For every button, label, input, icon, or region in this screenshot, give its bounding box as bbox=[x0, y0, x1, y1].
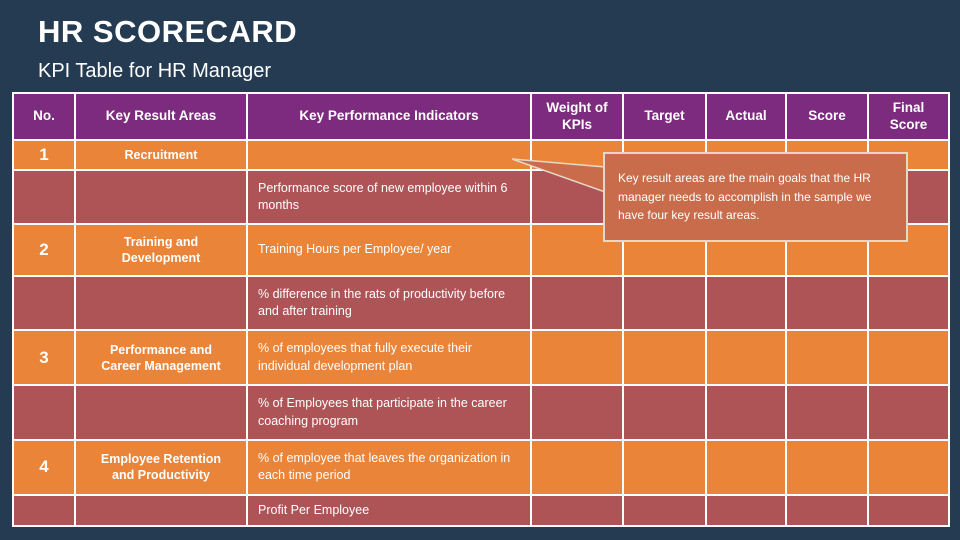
cell-kpi: % difference in the rats of productivity… bbox=[246, 274, 532, 332]
table-row: % difference in the rats of productivity… bbox=[12, 274, 950, 332]
cell-no bbox=[12, 168, 76, 226]
cell-score bbox=[785, 329, 869, 387]
cell-actual bbox=[705, 329, 787, 387]
col-header-score: Score bbox=[785, 92, 869, 141]
cell-no: 1 bbox=[12, 139, 76, 171]
cell-kpi: % of employees that fully execute their … bbox=[246, 329, 532, 387]
cell-actual bbox=[705, 384, 787, 441]
callout-box: Key result areas are the main goals that… bbox=[603, 152, 908, 242]
cell-score bbox=[785, 493, 869, 528]
col-header-weight-of-kpis: Weight of KPIs bbox=[530, 92, 624, 141]
cell-key-result-area bbox=[74, 384, 248, 441]
cell-key-result-area: Recruitment bbox=[74, 139, 248, 171]
cell-final-score bbox=[867, 274, 950, 332]
cell-no bbox=[12, 493, 76, 528]
cell-no: 3 bbox=[12, 329, 76, 387]
table-header-row: No. Key Result Areas Key Performance Ind… bbox=[12, 92, 950, 141]
cell-weight bbox=[530, 493, 624, 528]
cell-no bbox=[12, 384, 76, 441]
table-row: 2 Training and Development Training Hour… bbox=[12, 223, 950, 277]
cell-final-score bbox=[867, 329, 950, 387]
cell-actual bbox=[705, 438, 787, 496]
cell-final-score bbox=[867, 438, 950, 496]
table-row: 3 Performance and Career Management % of… bbox=[12, 329, 950, 387]
cell-key-result-area bbox=[74, 493, 248, 528]
cell-actual bbox=[705, 274, 787, 332]
cell-score bbox=[785, 384, 869, 441]
cell-final-score bbox=[867, 223, 950, 277]
col-header-final-score: Final Score bbox=[867, 92, 950, 141]
page-title: HR SCORECARD bbox=[38, 14, 298, 49]
cell-kpi bbox=[246, 139, 532, 171]
col-header-actual: Actual bbox=[705, 92, 787, 141]
cell-actual bbox=[705, 493, 787, 528]
col-header-target: Target bbox=[622, 92, 707, 141]
cell-target bbox=[622, 384, 707, 441]
col-header-no: No. bbox=[12, 92, 76, 141]
cell-kpi: % of Employees that participate in the c… bbox=[246, 384, 532, 441]
callout-pointer-tail bbox=[511, 158, 606, 194]
cell-key-result-area bbox=[74, 168, 248, 226]
page-subtitle: KPI Table for HR Manager bbox=[38, 60, 272, 82]
cell-key-result-area: Performance and Career Management bbox=[74, 329, 248, 387]
cell-kpi: % of employee that leaves the organizati… bbox=[246, 438, 532, 496]
callout-text: Key result areas are the main goals that… bbox=[618, 171, 872, 223]
cell-final-score bbox=[867, 493, 950, 528]
cell-no bbox=[12, 274, 76, 332]
table-row: Profit Per Employee bbox=[12, 493, 950, 528]
cell-target bbox=[622, 274, 707, 332]
cell-weight bbox=[530, 274, 624, 332]
cell-kpi: Training Hours per Employee/ year bbox=[246, 223, 532, 277]
cell-final-score bbox=[867, 384, 950, 441]
cell-target bbox=[622, 438, 707, 496]
cell-score bbox=[785, 438, 869, 496]
col-header-key-performance-indicators: Key Performance Indicators bbox=[246, 92, 532, 141]
cell-target bbox=[622, 329, 707, 387]
cell-kpi: Profit Per Employee bbox=[246, 493, 532, 528]
table-row: % of Employees that participate in the c… bbox=[12, 384, 950, 441]
cell-target bbox=[622, 493, 707, 528]
table-row: 4 Employee Retention and Productivity % … bbox=[12, 438, 950, 496]
col-header-key-result-areas: Key Result Areas bbox=[74, 92, 248, 141]
cell-kpi: Performance score of new employee within… bbox=[246, 168, 532, 226]
cell-key-result-area: Training and Development bbox=[74, 223, 248, 277]
cell-no: 2 bbox=[12, 223, 76, 277]
cell-weight bbox=[530, 438, 624, 496]
cell-key-result-area: Employee Retention and Productivity bbox=[74, 438, 248, 496]
cell-no: 4 bbox=[12, 438, 76, 496]
cell-weight bbox=[530, 384, 624, 441]
cell-score bbox=[785, 274, 869, 332]
cell-key-result-area bbox=[74, 274, 248, 332]
cell-weight bbox=[530, 329, 624, 387]
